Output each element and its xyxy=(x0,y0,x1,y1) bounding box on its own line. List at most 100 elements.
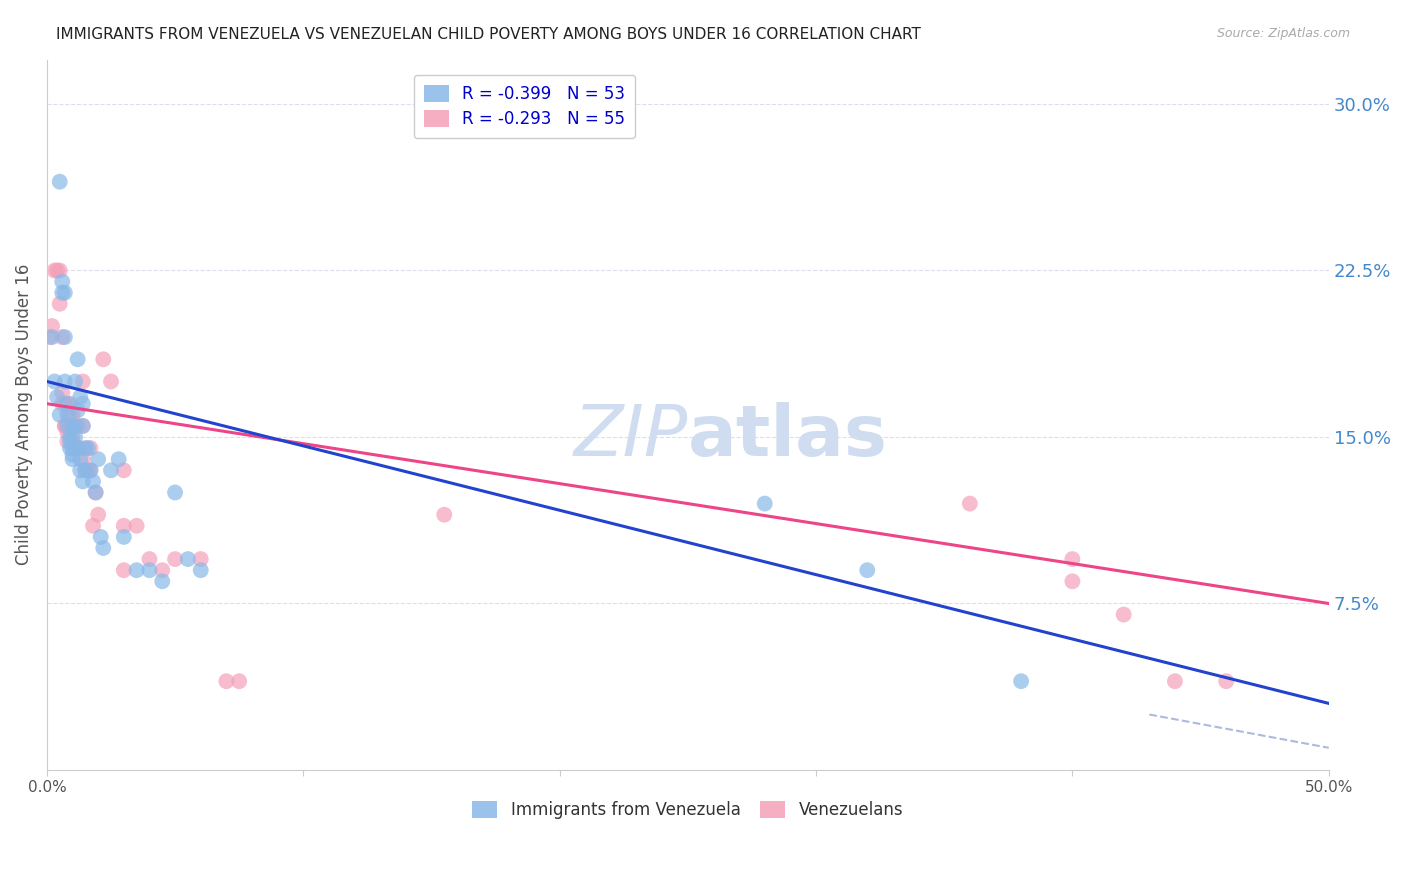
Point xyxy=(165,552,187,566)
Point xyxy=(75,463,97,477)
Point xyxy=(79,463,101,477)
Text: Source: ZipAtlas.com: Source: ZipAtlas.com xyxy=(1216,27,1350,40)
Point xyxy=(100,375,122,389)
Point xyxy=(228,674,250,689)
Point xyxy=(41,330,63,344)
Point xyxy=(91,352,114,367)
Point xyxy=(44,263,66,277)
Point xyxy=(62,430,84,444)
Point xyxy=(63,441,86,455)
Point xyxy=(48,263,70,277)
Point xyxy=(82,475,104,489)
Point xyxy=(56,434,79,449)
Point xyxy=(69,463,91,477)
Point xyxy=(72,418,94,433)
Point xyxy=(56,418,79,433)
Point xyxy=(62,448,84,462)
Point xyxy=(56,397,79,411)
Point xyxy=(1112,607,1135,622)
Point xyxy=(1164,674,1187,689)
Point xyxy=(56,408,79,422)
Point xyxy=(59,408,82,422)
Point xyxy=(112,518,135,533)
Point xyxy=(51,330,73,344)
Point xyxy=(63,418,86,433)
Point xyxy=(62,408,84,422)
Point xyxy=(62,452,84,467)
Point xyxy=(1062,552,1084,566)
Point xyxy=(77,441,100,455)
Point xyxy=(63,418,86,433)
Point xyxy=(87,508,110,522)
Point xyxy=(77,463,100,477)
Point xyxy=(62,434,84,449)
Point xyxy=(63,430,86,444)
Point xyxy=(56,418,79,433)
Point xyxy=(63,375,86,389)
Point xyxy=(112,563,135,577)
Text: IMMIGRANTS FROM VENEZUELA VS VENEZUELAN CHILD POVERTY AMONG BOYS UNDER 16 CORREL: IMMIGRANTS FROM VENEZUELA VS VENEZUELAN … xyxy=(56,27,921,42)
Point xyxy=(150,563,173,577)
Point xyxy=(51,285,73,300)
Point xyxy=(79,463,101,477)
Point xyxy=(66,418,89,433)
Point xyxy=(41,318,63,333)
Text: ZIP: ZIP xyxy=(574,401,688,471)
Point xyxy=(53,285,76,300)
Point xyxy=(1062,574,1084,589)
Point xyxy=(112,463,135,477)
Point xyxy=(72,375,94,389)
Point xyxy=(69,390,91,404)
Point xyxy=(150,574,173,589)
Point xyxy=(107,452,129,467)
Point xyxy=(190,552,212,566)
Point xyxy=(91,541,114,555)
Point xyxy=(165,485,187,500)
Point xyxy=(51,397,73,411)
Point xyxy=(46,263,69,277)
Point xyxy=(51,275,73,289)
Point xyxy=(1010,674,1032,689)
Point xyxy=(754,497,776,511)
Point xyxy=(44,375,66,389)
Point xyxy=(87,452,110,467)
Legend: Immigrants from Venezuela, Venezuelans: Immigrants from Venezuela, Venezuelans xyxy=(465,794,910,826)
Point xyxy=(51,385,73,400)
Point xyxy=(82,518,104,533)
Point xyxy=(48,408,70,422)
Point xyxy=(59,441,82,455)
Point xyxy=(53,418,76,433)
Point xyxy=(59,430,82,444)
Point xyxy=(215,674,238,689)
Point xyxy=(72,475,94,489)
Point xyxy=(433,508,456,522)
Point xyxy=(69,452,91,467)
Point xyxy=(112,530,135,544)
Point xyxy=(138,563,160,577)
Point xyxy=(66,403,89,417)
Text: atlas: atlas xyxy=(688,401,887,471)
Point xyxy=(190,563,212,577)
Point xyxy=(56,425,79,440)
Point xyxy=(125,518,148,533)
Point xyxy=(62,441,84,455)
Point xyxy=(59,397,82,411)
Y-axis label: Child Poverty Among Boys Under 16: Child Poverty Among Boys Under 16 xyxy=(15,264,32,566)
Point xyxy=(69,441,91,455)
Point xyxy=(84,485,107,500)
Point xyxy=(72,397,94,411)
Point xyxy=(53,397,76,411)
Point xyxy=(177,552,200,566)
Point xyxy=(53,330,76,344)
Point xyxy=(62,418,84,433)
Point xyxy=(53,418,76,433)
Point xyxy=(959,497,981,511)
Point xyxy=(48,297,70,311)
Point xyxy=(38,330,60,344)
Point xyxy=(75,441,97,455)
Point xyxy=(84,485,107,500)
Point xyxy=(66,441,89,455)
Point xyxy=(59,418,82,433)
Point xyxy=(66,441,89,455)
Point xyxy=(72,418,94,433)
